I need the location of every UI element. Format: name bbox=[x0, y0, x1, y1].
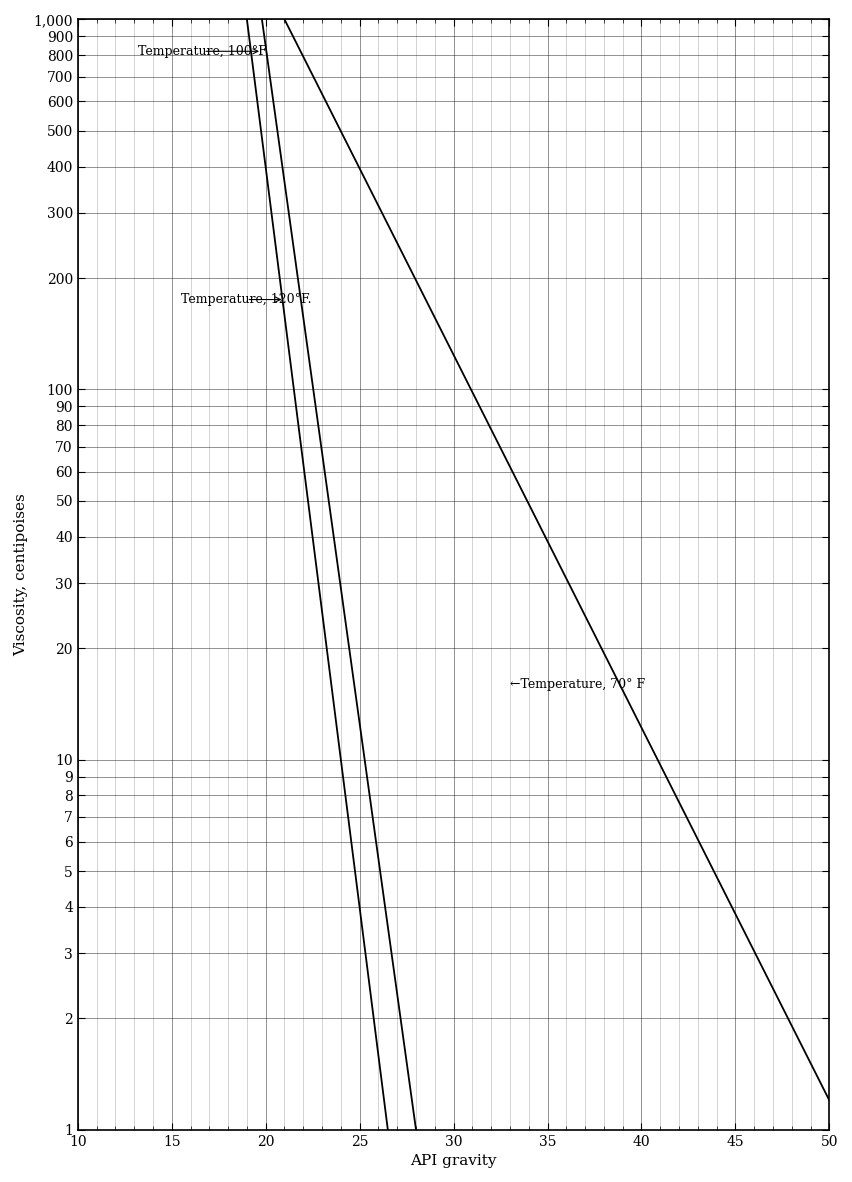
X-axis label: API gravity: API gravity bbox=[411, 1154, 497, 1168]
Y-axis label: Viscosity, centipoises: Viscosity, centipoises bbox=[14, 493, 28, 656]
Text: Temperature, 100°F.: Temperature, 100°F. bbox=[138, 45, 268, 58]
Text: ←Temperature, 70° F: ←Temperature, 70° F bbox=[510, 677, 645, 690]
Text: Temperature, 120°F.: Temperature, 120°F. bbox=[181, 293, 312, 306]
